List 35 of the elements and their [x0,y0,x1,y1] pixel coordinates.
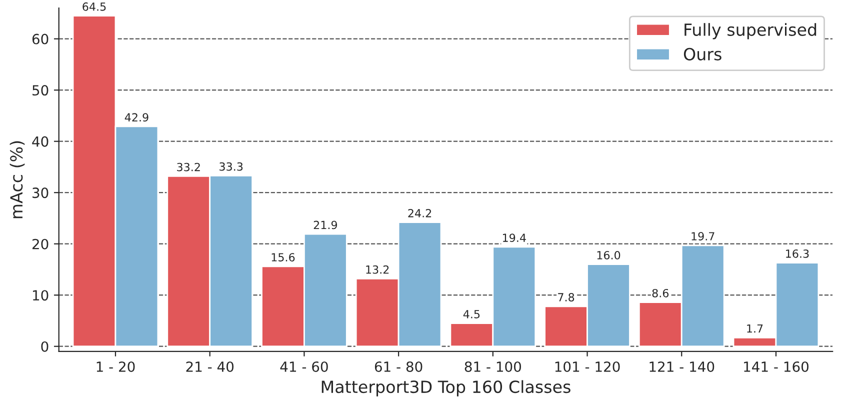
x-tick-label: 121 - 140 [650,361,714,372]
data-label: 16.0 [597,251,620,260]
x-tick-label: 141 - 160 [744,361,808,372]
data-label: 1.7 [747,324,763,333]
data-label: 64.5 [82,2,106,11]
data-label: 19.7 [692,232,714,240]
data-label: 4.5 [463,310,480,318]
data-label: 15.6 [272,253,295,262]
y-tick-label: 30 [32,188,48,198]
data-label: 24.2 [408,208,432,218]
data-label: 8.6 [652,288,669,298]
data-label: 21.9 [314,220,338,230]
data-label: 33.3 [220,162,243,171]
data-label: 13.2 [366,265,389,274]
y-tick-label: 50 [32,85,48,96]
x-tick-label: 1 - 20 [96,361,135,372]
x-tick-label: 21 - 40 [186,361,234,372]
x-axis-title: Matterport3D Top 160 Classes [322,380,570,396]
x-tick-label: 81 - 100 [464,361,521,372]
data-label: 19.4 [502,234,526,242]
y-tick-label: 20 [32,238,48,250]
y-tick-label: 40 [32,136,48,147]
y-tick-label: 60 [32,34,48,44]
legend-label: Fully supervised [684,23,816,40]
data-label: 33.2 [177,162,200,172]
x-tick-label: 61 - 80 [374,361,422,372]
x-tick-label: 101 - 120 [555,361,620,372]
y-tick-label: 0 [41,341,48,352]
legend-label: Ours [684,48,722,60]
data-label: 7.8 [558,293,574,302]
y-axis-title: mAcc (%) [10,141,25,218]
x-tick-label: 41 - 60 [280,361,328,372]
data-label: 42.9 [124,113,148,122]
data-label: 16.3 [786,249,809,258]
y-tick-label: 10 [33,290,48,301]
